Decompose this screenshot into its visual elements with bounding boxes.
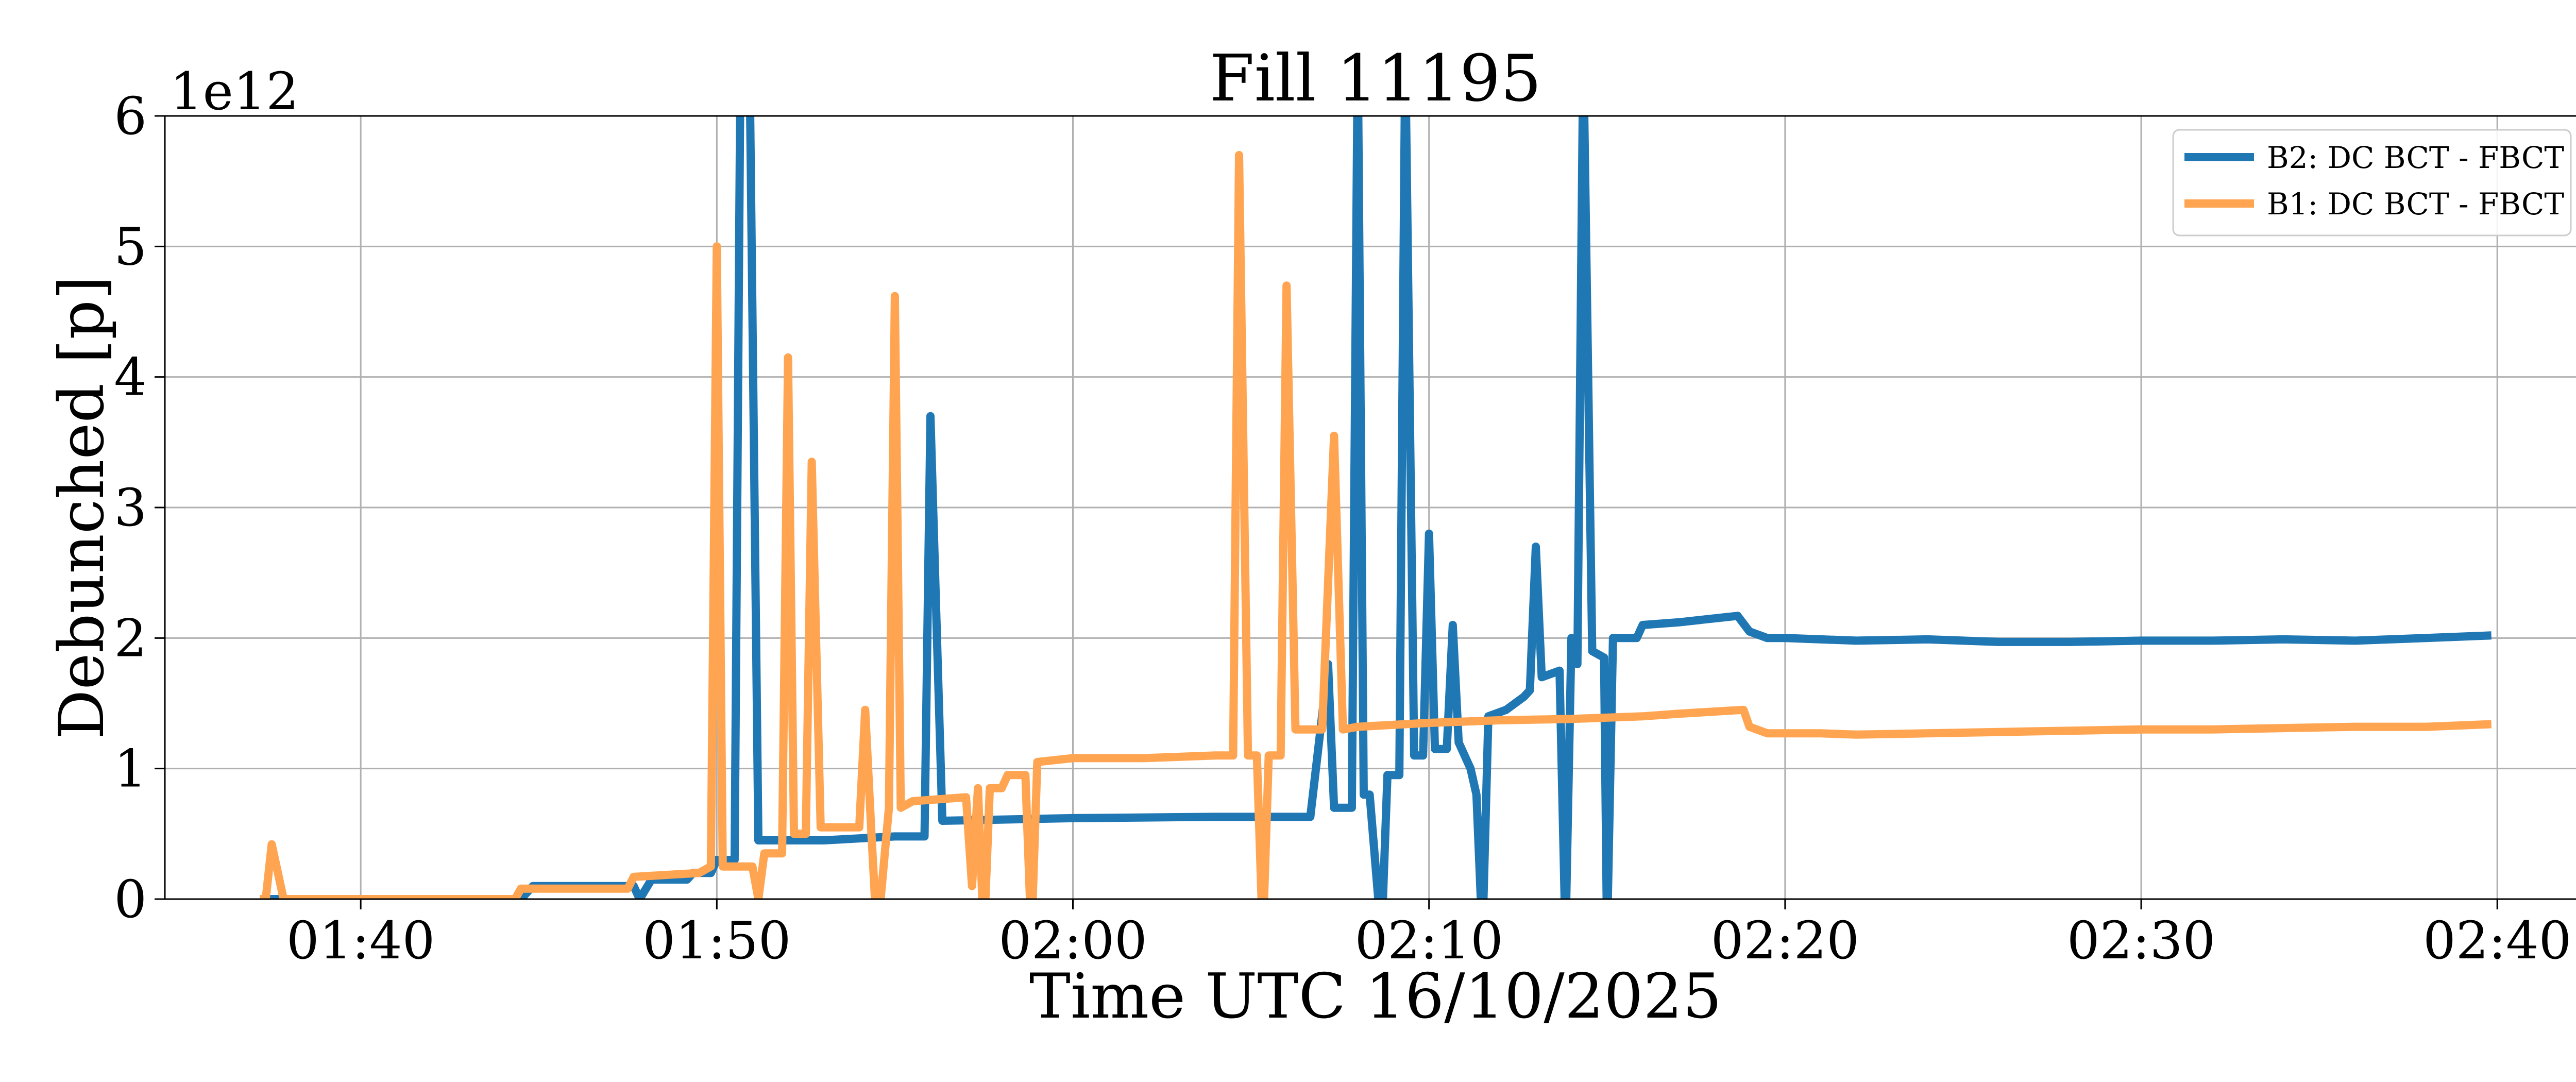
x-tick-label: 02:20: [1711, 910, 1859, 971]
x-tick-label: 01:50: [642, 910, 791, 971]
legend-label-b2: B2: DC BCT - FBCT: [2267, 140, 2564, 175]
y-tick-label: 1: [114, 739, 147, 799]
x-axis: 01:40 01:50 02:00 02:10 02:20 02:30 02:40: [286, 899, 2571, 971]
series-layer: [260, 116, 2492, 899]
y-offset-label: 1e12: [170, 61, 299, 122]
legend-label-b1: B1: DC BCT - FBCT: [2267, 187, 2564, 222]
x-tick-label: 01:40: [286, 910, 435, 971]
y-axis: 0 1 2 3 4 5 6: [114, 86, 165, 929]
series-line-b1: [260, 151, 2492, 899]
y-tick-label: 0: [114, 869, 147, 929]
x-tick-label: 02:30: [2067, 910, 2215, 971]
x-tick-label: 02:40: [2423, 910, 2571, 971]
y-tick-label: 5: [114, 216, 147, 277]
y-tick-label: 6: [114, 86, 147, 146]
legend: B2: DC BCT - FBCT B1: DC BCT - FBCT: [2172, 129, 2572, 236]
x-tick-label: 02:10: [1355, 910, 1503, 971]
y-axis-title: Debunched [p]: [46, 276, 118, 739]
x-tick-label: 02:00: [998, 910, 1147, 971]
y-tick-label: 2: [114, 608, 147, 668]
y-tick-label: 4: [114, 347, 147, 408]
legend-box: [2172, 129, 2572, 236]
x-axis-title: Time UTC 16/10/2025: [1029, 961, 1722, 1033]
chart-title: Fill 11195: [1210, 41, 1541, 116]
series-line-b2: [260, 116, 2492, 899]
y-tick-label: 3: [114, 478, 147, 538]
